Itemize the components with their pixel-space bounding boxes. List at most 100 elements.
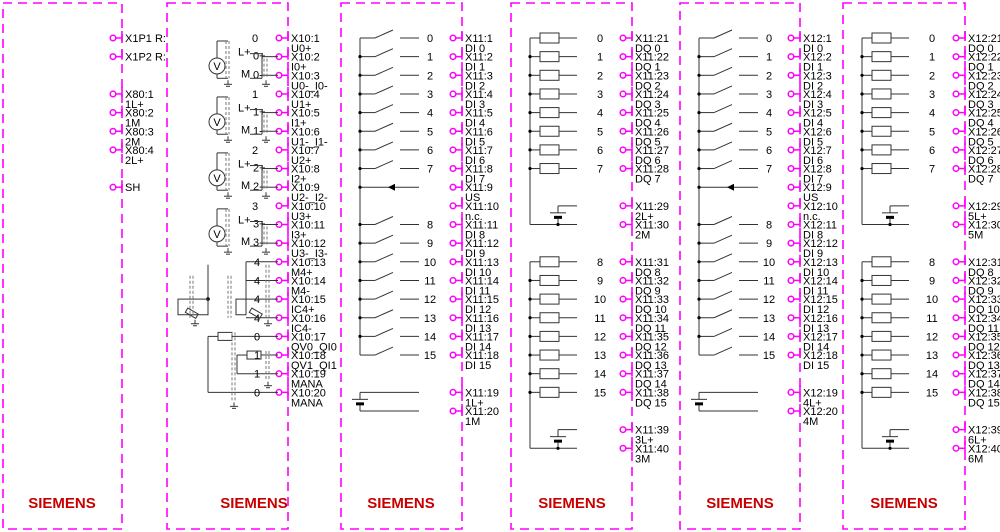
switch-input: 6: [358, 141, 433, 157]
terminal-id: X11:10: [465, 201, 499, 213]
terminal-signal: IC4-: [291, 323, 312, 335]
junction-dot: [358, 73, 362, 77]
terminal: X11:9US: [449, 180, 493, 204]
channel-number: 4: [766, 108, 772, 120]
terminal-signal: 1L+: [125, 99, 144, 111]
arrow-icon: [727, 183, 734, 191]
junction-dot: [358, 148, 362, 152]
terminal-icon: [952, 220, 960, 229]
pin-label: L+: [238, 103, 251, 115]
terminal-icon: [787, 53, 795, 61]
terminal-id: X12:20: [803, 406, 838, 418]
resistor-icon: [539, 368, 560, 380]
terminal-id: X11:8: [465, 164, 493, 176]
channel-number: 2: [929, 70, 935, 82]
terminal-icon: [787, 407, 795, 415]
terminal-id: X11:11: [465, 220, 498, 232]
junction-dot: [860, 111, 864, 115]
terminal-signal: DQ 8: [968, 267, 994, 279]
relay-output: 14: [860, 368, 938, 381]
switch-icon: [374, 48, 394, 58]
terminal-signal: DI 7: [465, 174, 485, 186]
terminal-id: X10:10: [291, 201, 326, 213]
terminal-icon: [109, 146, 117, 154]
terminal-id: X1P1 R:: [125, 33, 166, 45]
terminal-signal: DI 1: [465, 62, 485, 74]
terminal-id: X12:15: [803, 294, 838, 306]
channel-number: 11: [926, 313, 937, 325]
switch-icon: [713, 66, 733, 76]
relay-output: 6: [860, 144, 935, 157]
terminal-signal: DI 7: [803, 174, 823, 186]
terminal-icon: [449, 332, 457, 340]
switch-icon: [713, 85, 733, 95]
resistor-icon: [871, 368, 892, 380]
channel-number: 0: [254, 331, 260, 343]
resistor-icon: [871, 88, 892, 100]
terminal: X10:1U0+: [275, 31, 320, 55]
switch-input: 11: [358, 271, 436, 287]
terminal-icon: [449, 276, 457, 285]
channel-number: 7: [427, 164, 433, 176]
channel-number: 0: [597, 33, 603, 45]
junction-dot: [358, 222, 362, 227]
terminal-id: X11:4: [465, 89, 493, 101]
terminal-id: X12:27: [968, 145, 1000, 157]
terminal-signal: DI 8: [465, 230, 485, 242]
terminal-signal: U1+: [291, 99, 312, 111]
terminal-icon: [449, 388, 457, 396]
terminal-icon: [787, 71, 795, 79]
resistor-icon: [871, 51, 892, 63]
terminal-icon: [952, 444, 960, 452]
switch-input: 1: [697, 48, 772, 64]
switch-input: 12: [358, 290, 436, 306]
terminal-id: X12:7: [803, 145, 832, 157]
terminal: X12:10n.c.: [787, 198, 838, 223]
terminal-signal: 6L+: [968, 435, 987, 447]
relay-output: 15: [528, 386, 606, 399]
terminal: X10:4U1+: [275, 86, 320, 111]
channel-number: 10: [763, 257, 775, 269]
junction-dot: [358, 297, 362, 301]
relay-output: 7: [528, 163, 603, 176]
terminal-icon: [952, 351, 960, 359]
terminal-icon: [787, 165, 795, 173]
switch-icon: [713, 234, 733, 244]
terminal-signal: IC4+: [291, 304, 315, 316]
terminal-icon: [109, 109, 117, 117]
terminal: X12:4DI 3: [787, 86, 832, 111]
switch-icon: [374, 160, 394, 170]
resistor-icon: [539, 32, 560, 44]
switch-icon: [374, 327, 394, 337]
analog-input-channel: 3VL+ 3+M 3-: [208, 201, 278, 255]
terminal-id: X11:19: [465, 387, 499, 399]
switch-input: 7: [697, 160, 772, 176]
terminal-id: X11:34: [635, 313, 669, 325]
terminal-id: X10:8: [291, 164, 320, 176]
channel-number: 2: [597, 70, 603, 82]
terminal-signal: 3M: [635, 453, 650, 465]
terminal-id: X12:26: [968, 126, 1000, 138]
resistor-icon: [539, 163, 560, 175]
terminal-signal: DI 5: [803, 136, 823, 148]
channel-number: 2: [427, 70, 433, 82]
junction-dot: [528, 297, 532, 301]
terminal-id: X12:33: [968, 294, 1000, 306]
pin-label: L+: [238, 159, 251, 171]
battery-icon: [695, 402, 703, 406]
terminal-signal: DI 0: [465, 43, 485, 55]
terminal-signal: DQ 13: [968, 360, 1000, 372]
terminal-signal: DI 4: [803, 118, 823, 130]
switch-icon: [374, 141, 394, 151]
terminal-signal: DQ 5: [635, 136, 661, 148]
terminal-icon: [619, 146, 627, 154]
terminal-icon: [619, 444, 627, 452]
terminal-id: X12:17: [803, 331, 838, 343]
